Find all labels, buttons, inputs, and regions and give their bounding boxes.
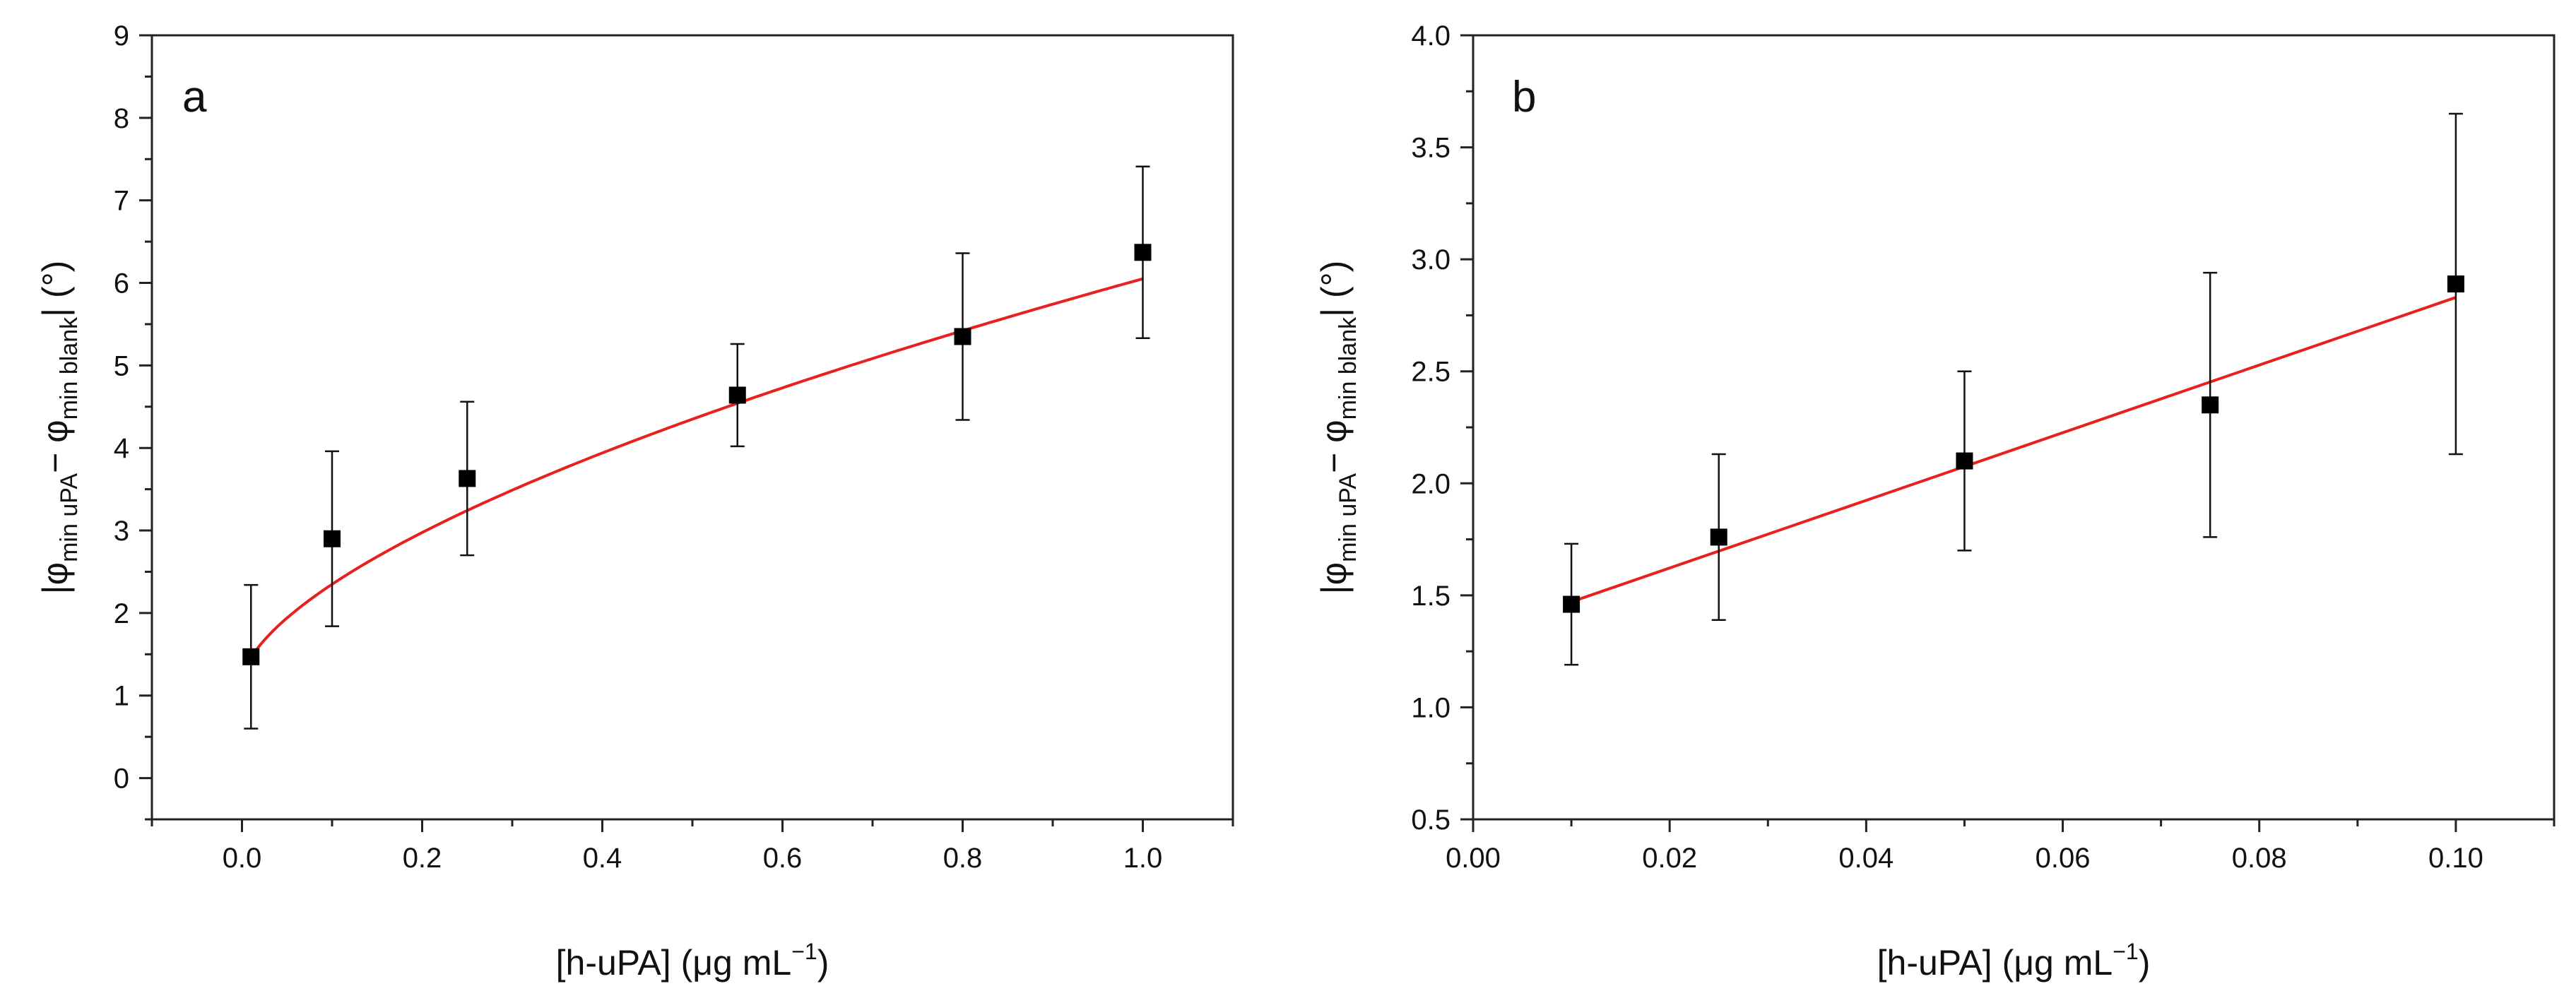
y-axis-label-a: |φmin uPA− φmin blank| (°) [35, 261, 83, 595]
data-points-a [242, 244, 1152, 665]
x-tick-labels-a: 0.0 0.2 0.4 0.6 0.8 1.0 [223, 843, 1163, 874]
data-point [728, 386, 746, 404]
data-point [1956, 452, 1973, 470]
data-point [1710, 528, 1727, 546]
y-tick-label: 5 [114, 350, 129, 381]
x-tick-label: 0.8 [943, 843, 983, 874]
x-axis-label-b: [h-uPA] (μg mL−1) [1877, 939, 2151, 983]
y-tick-label: 1 [114, 681, 129, 712]
x-tick-label: 0.00 [1446, 843, 1501, 874]
chart-panel-b: 0.00 0.02 0.04 0.06 0.08 0.10 0.5 1.0 1.5 2.0 2.5… [1314, 20, 2556, 983]
data-point [954, 328, 971, 345]
panel-label-b: b [1512, 73, 1536, 121]
plot-frame-b [1472, 34, 2556, 821]
y-tick-label: 7 [114, 186, 129, 217]
fit-line [1571, 296, 2457, 603]
error-bars-a [244, 165, 1150, 730]
y-tick-label: 1.5 [1411, 581, 1451, 612]
x-tick-label: 0.2 [403, 843, 442, 874]
fit-curve-a [249, 277, 1144, 659]
data-point [324, 530, 341, 547]
chart-panel-a: 0.0 0.2 0.4 0.6 0.8 1.0 0 1 2 3 4 5 6 7 8 9 a [h-uPA] … [35, 20, 1234, 983]
x-tick-label: 0.6 [763, 843, 803, 874]
x-axis-label-a: [h-uPA] (μg mL−1) [556, 939, 829, 983]
panel-label-a: a [182, 73, 207, 121]
x-tick-label: 0.04 [1838, 843, 1893, 874]
x-tick-label: 0.0 [223, 843, 262, 874]
data-point [1563, 595, 1581, 613]
y-tick-label: 1.0 [1411, 692, 1451, 723]
x-tick-labels-b: 0.00 0.02 0.04 0.06 0.08 0.10 [1446, 843, 2483, 874]
data-points-b [1563, 275, 2464, 613]
fit-line-b [1571, 296, 2457, 603]
y-tick-labels-a: 0 1 2 3 4 5 6 7 8 9 [114, 20, 129, 795]
data-point [459, 470, 476, 487]
x-tick-label: 0.4 [583, 843, 622, 874]
y-tick-label: 0 [114, 764, 129, 795]
y-tick-label: 8 [114, 103, 129, 134]
y-tick-label: 2.5 [1411, 357, 1451, 388]
y-tick-label: 0.5 [1411, 805, 1451, 836]
x-tick-label: 0.02 [1642, 843, 1697, 874]
data-point [1134, 244, 1152, 261]
y-tick-label: 3 [114, 516, 129, 547]
error-bars-b [1564, 112, 2463, 666]
y-tick-label: 2.0 [1411, 468, 1451, 499]
y-tick-label: 3.5 [1411, 133, 1451, 164]
tick-marks-b [1460, 34, 2556, 832]
y-axis-label-b: |φmin uPA− φmin blank| (°) [1314, 261, 1361, 595]
y-tick-label: 3.0 [1411, 244, 1451, 275]
y-tick-label: 4.0 [1411, 20, 1451, 52]
tick-marks-a [139, 34, 1234, 832]
data-point [242, 648, 260, 665]
y-tick-label: 2 [114, 598, 129, 629]
data-point [2447, 275, 2464, 293]
y-tick-label: 9 [114, 20, 129, 52]
x-tick-label: 0.08 [2232, 843, 2287, 874]
x-tick-label: 0.06 [2036, 843, 2091, 874]
x-tick-label: 0.10 [2428, 843, 2483, 874]
y-tick-labels-b: 0.5 1.0 1.5 2.0 2.5 3.0 3.5 4.0 [1411, 20, 1451, 836]
fit-line [249, 277, 1144, 659]
x-tick-label: 1.0 [1123, 843, 1163, 874]
plot-frame-a [150, 34, 1234, 821]
data-point [2202, 396, 2219, 414]
y-tick-label: 6 [114, 268, 129, 299]
y-tick-label: 4 [114, 433, 129, 464]
